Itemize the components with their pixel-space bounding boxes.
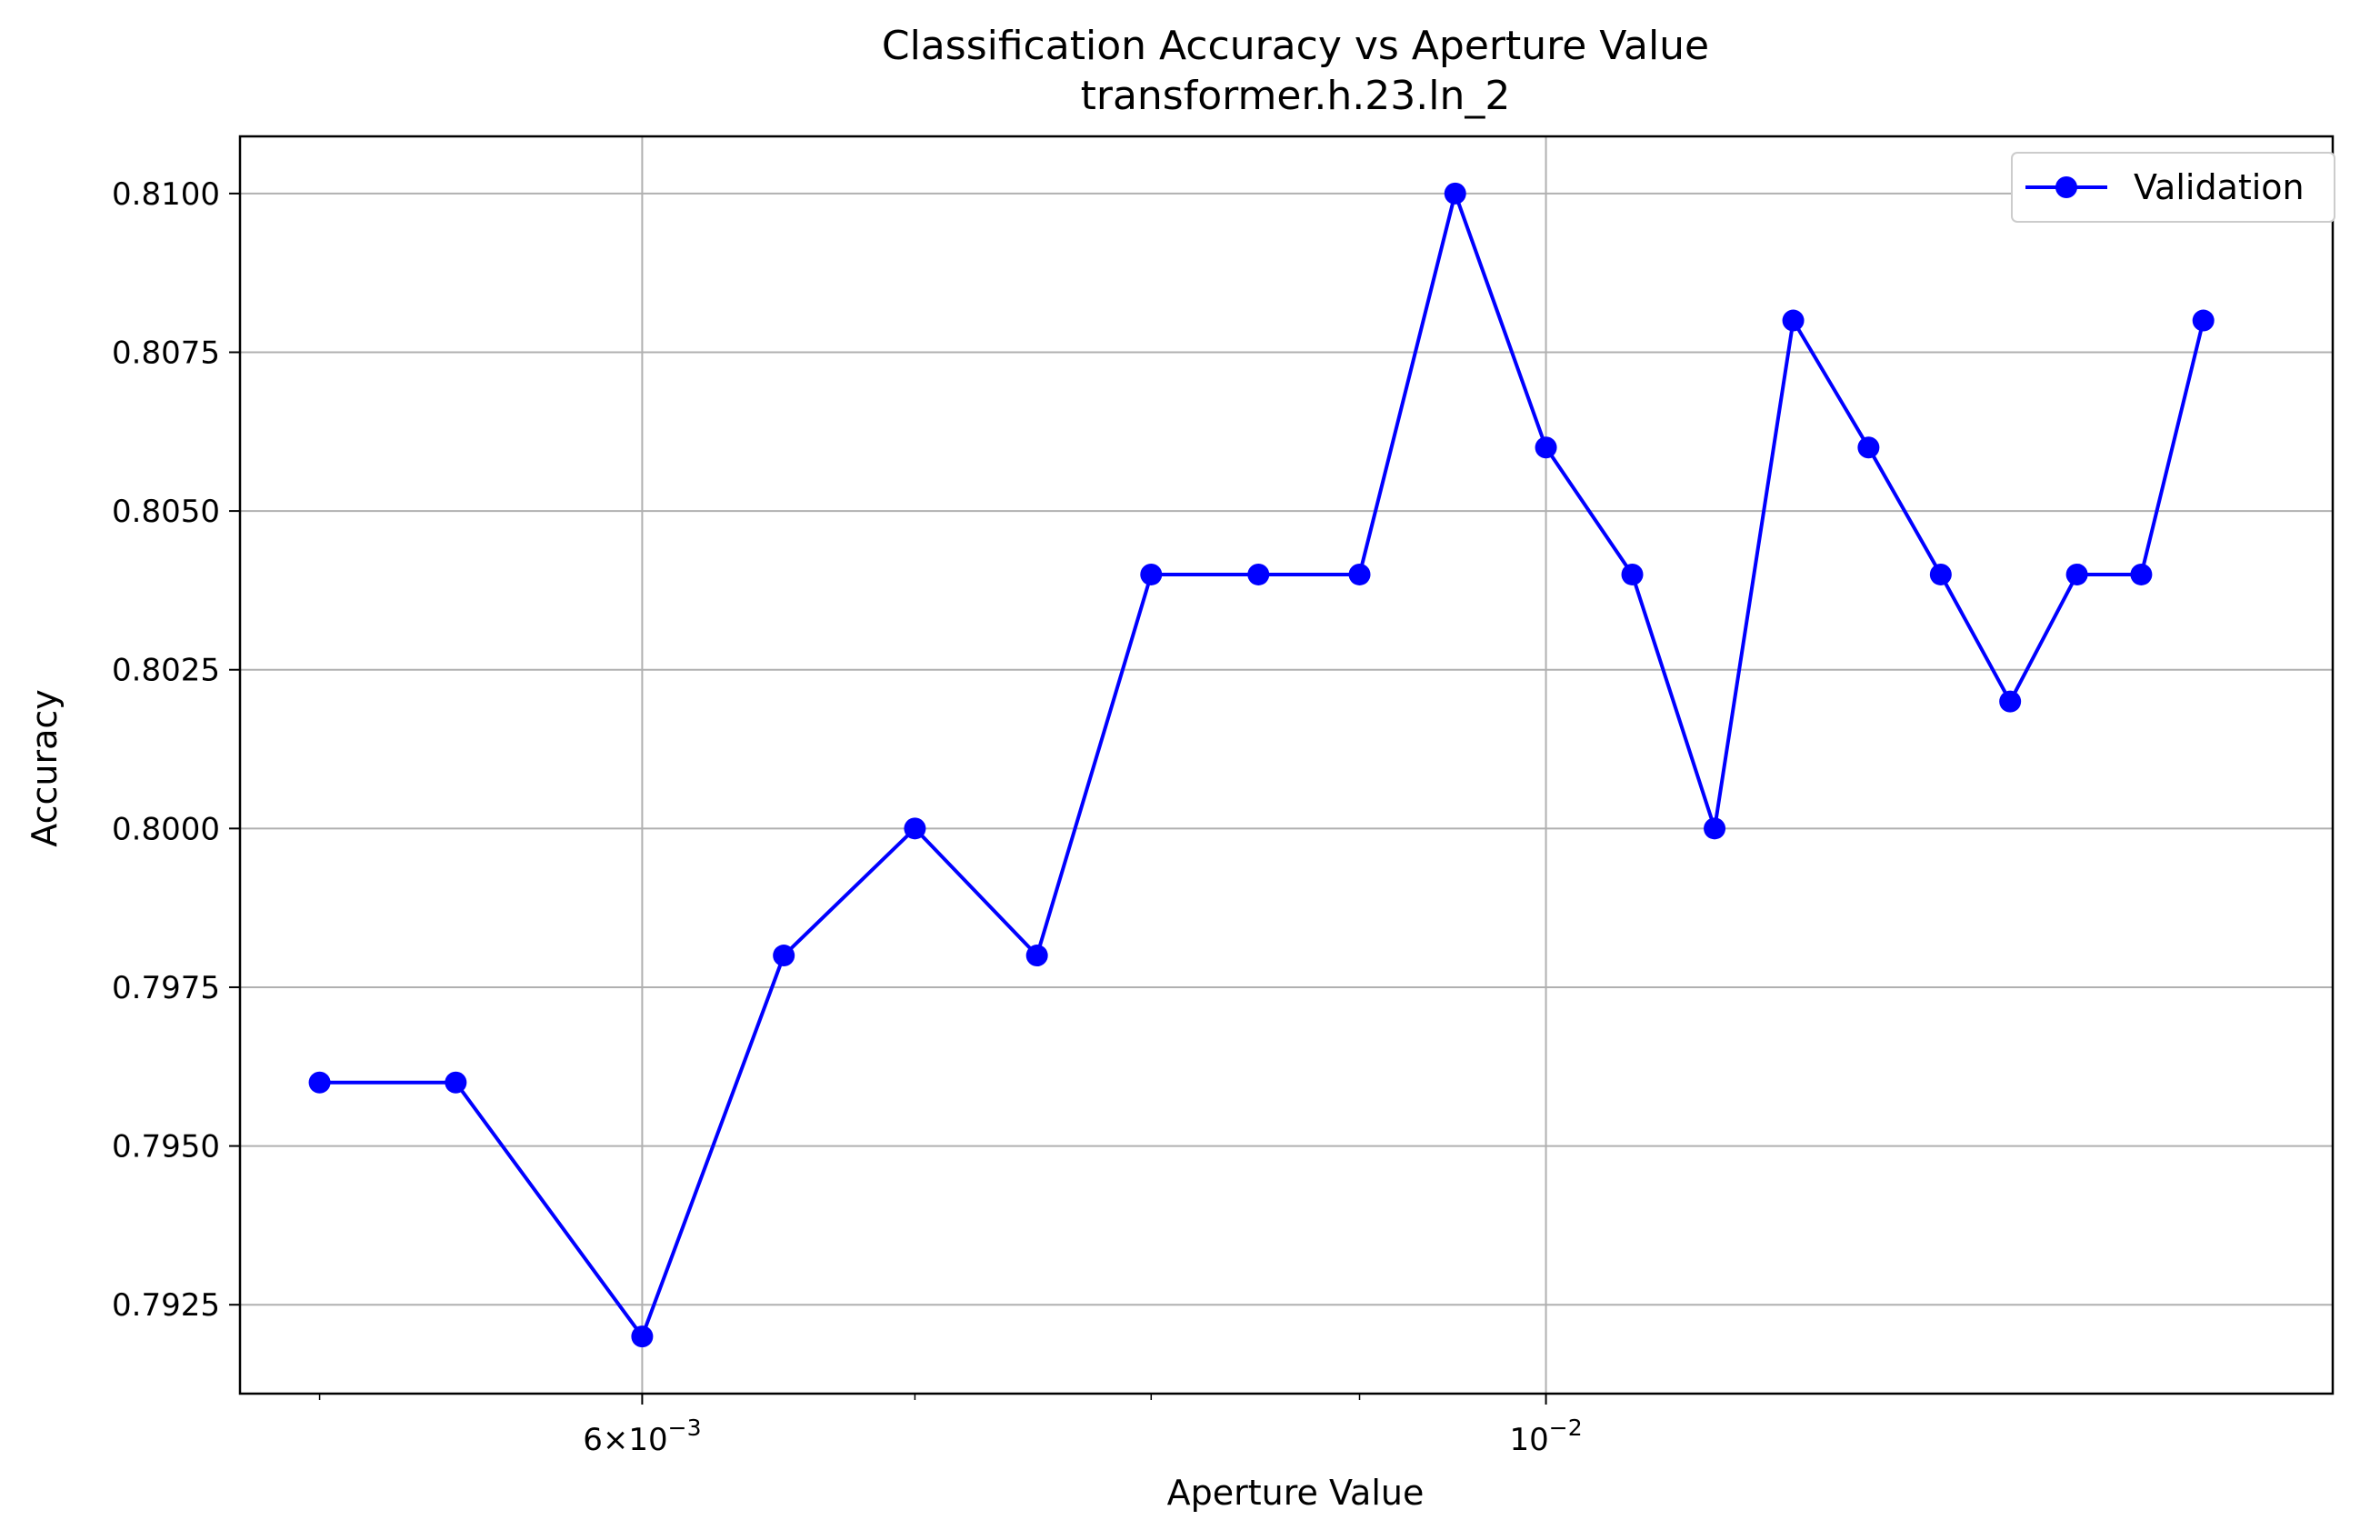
y-tick-label: 0.7925 bbox=[112, 1287, 220, 1324]
y-tick-label: 0.8075 bbox=[112, 335, 220, 371]
x-axis-label: Aperture Value bbox=[1167, 1473, 1425, 1513]
data-point bbox=[1247, 563, 1270, 585]
data-point bbox=[773, 945, 795, 967]
y-tick-label: 0.8050 bbox=[112, 494, 220, 530]
legend: Validation bbox=[2011, 152, 2335, 223]
data-point bbox=[2130, 563, 2153, 585]
data-point bbox=[1348, 563, 1371, 585]
data-point bbox=[1999, 690, 2022, 713]
data-point bbox=[1535, 436, 1557, 459]
grid-lines bbox=[240, 136, 2333, 1394]
x-tick-label: 10−2 bbox=[1509, 1415, 1582, 1458]
data-point bbox=[1857, 436, 1880, 459]
series-line-validation bbox=[319, 191, 2205, 1339]
y-tick-label: 0.7975 bbox=[112, 970, 220, 1006]
chart-subtitle: transformer.h.23.ln_2 bbox=[1081, 73, 1511, 119]
data-point bbox=[1444, 182, 1466, 205]
data-point bbox=[1704, 817, 1726, 840]
data-point bbox=[2065, 563, 2088, 585]
data-point bbox=[1140, 563, 1163, 585]
x-tick-label: 6×10−3 bbox=[583, 1415, 701, 1458]
y-tick-label: 0.8100 bbox=[112, 176, 220, 213]
chart-title: Classification Accuracy vs Aperture Valu… bbox=[882, 23, 1709, 69]
data-point bbox=[904, 817, 926, 840]
data-point bbox=[631, 1325, 654, 1348]
data-series bbox=[308, 182, 2215, 1348]
data-point bbox=[445, 1071, 467, 1094]
axes-frame bbox=[238, 135, 2335, 1395]
plot-area-border bbox=[238, 135, 2335, 1395]
data-point bbox=[308, 1071, 331, 1094]
legend-marker bbox=[2055, 176, 2077, 198]
data-point bbox=[1782, 309, 1805, 332]
y-axis-label: Accuracy bbox=[25, 689, 65, 847]
y-tick-label: 0.8025 bbox=[112, 653, 220, 689]
axis-ticks: 0.7925 0.7950 0.7975 0.8000 0.8025 0.8050 0.80… bbox=[112, 176, 1583, 1458]
y-tick-label: 0.7950 bbox=[112, 1129, 220, 1165]
legend-label-validation: Validation bbox=[2134, 167, 2305, 207]
y-tick-label: 0.8000 bbox=[112, 811, 220, 847]
data-point bbox=[1621, 563, 1644, 585]
data-point bbox=[1025, 945, 1048, 967]
data-point bbox=[2192, 309, 2215, 332]
legend-box bbox=[2011, 152, 2335, 223]
data-point bbox=[1929, 563, 1952, 585]
